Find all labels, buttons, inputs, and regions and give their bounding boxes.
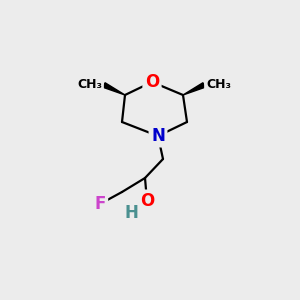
Text: F: F — [94, 195, 106, 213]
Text: N: N — [151, 127, 165, 145]
Text: O: O — [145, 73, 159, 91]
Polygon shape — [183, 83, 205, 95]
Text: H: H — [124, 204, 138, 222]
Text: O: O — [140, 192, 154, 210]
Text: CH₃: CH₃ — [77, 79, 102, 92]
Text: CH₃: CH₃ — [206, 79, 231, 92]
Polygon shape — [103, 83, 125, 95]
